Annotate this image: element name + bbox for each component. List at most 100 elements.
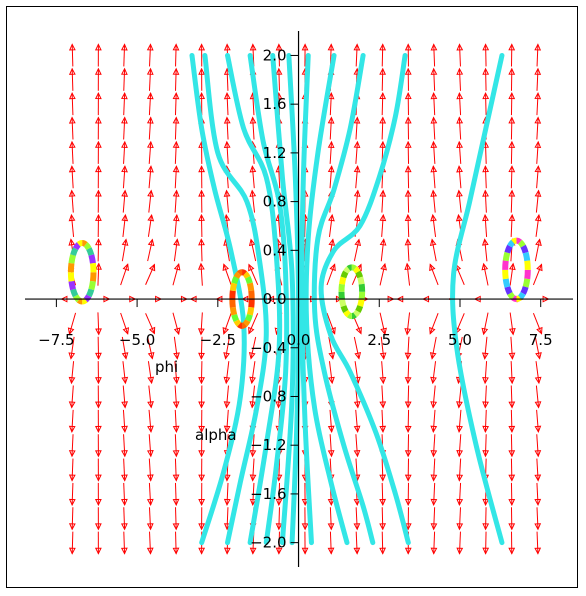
field-arrow [121,361,129,385]
field-arrow [68,43,76,67]
field-arrow [379,385,387,409]
field-arrow [147,213,155,237]
y-tick-label: 0.0 [263,290,287,308]
field-arrow [68,458,76,482]
field-arrow [172,458,180,482]
field-arrow [328,213,335,237]
field-arrow [404,458,412,482]
field-arrow [94,434,102,458]
field-arrow [146,507,154,531]
field-arrow [222,312,232,335]
periodic-orbit [338,264,366,320]
field-arrow [379,361,387,385]
field-arrow [404,238,412,262]
field-arrow [379,67,387,91]
field-arrow [94,507,102,531]
field-arrow [327,92,335,116]
trajectory-curve [225,52,283,546]
field-arrow [120,507,128,531]
field-arrow [481,336,489,360]
field-arrow [94,531,102,555]
x-tick-label: −7.5 [38,331,74,349]
y-tick-label: 1.6 [263,95,287,113]
field-arrow [94,165,102,189]
field-arrow [198,361,205,385]
field-arrow [146,434,154,458]
field-arrow [508,116,516,140]
field-arrow [121,116,128,140]
field-arrow [482,409,490,433]
field-arrow [198,213,205,237]
field-arrow [327,140,335,164]
field-arrow [121,458,128,482]
field-arrow [223,336,230,360]
field-arrow [534,140,542,164]
field-arrow [120,43,128,67]
field-arrow [223,361,231,385]
field-arrow [429,312,439,335]
field-arrow [508,336,516,360]
field-arrow [353,238,362,262]
field-arrow [404,140,412,164]
field-arrow [430,189,438,213]
field-arrow [404,336,412,360]
field-arrow [456,482,464,507]
x-tick-label: −5.0 [119,331,155,349]
field-arrow [120,67,128,91]
field-arrow [508,507,516,531]
trajectory-curve [318,52,411,546]
field-arrow [456,67,464,91]
field-arrow [145,263,156,285]
field-arrow [404,409,412,433]
field-arrow [481,238,489,262]
field-arrow [198,482,206,507]
field-arrow [508,213,516,237]
field-arrow [534,458,542,482]
field-arrow [94,409,102,433]
field-arrow [326,312,336,335]
field-arrow [430,531,438,555]
field-arrow [534,238,542,262]
field-arrow [404,43,412,67]
field-arrow [249,165,257,189]
field-arrow [430,409,438,433]
field-arrow [534,92,542,116]
field-arrow [94,458,102,482]
field-arrow [353,189,361,213]
field-arrow [94,92,102,116]
field-arrow [534,213,542,237]
field-arrow [508,312,516,336]
field-arrow [147,361,155,385]
field-arrow [301,43,309,67]
field-arrow [301,507,309,531]
field-arrow [379,43,387,67]
field-arrow [430,507,438,531]
field-arrow [223,385,231,409]
x-tick-label: 2.5 [367,331,391,349]
field-arrow [222,263,232,286]
field-arrow [121,336,129,360]
field-arrow [198,92,206,116]
field-arrow [327,409,335,433]
field-arrow [198,165,206,189]
field-arrow [147,336,155,360]
field-arrow [379,189,387,213]
field-arrow [404,189,412,213]
field-arrow [223,92,231,116]
field-arrow [198,385,206,409]
field-arrow [146,67,154,91]
field-arrow [94,116,102,140]
field-arrow [121,238,129,262]
field-arrow [532,312,543,335]
periodic-orbit [502,237,531,303]
field-arrow [146,458,154,482]
field-arrow [68,140,76,164]
field-arrow [198,507,206,531]
field-arrow [198,43,206,67]
field-arrow [508,165,516,189]
field-arrow [379,238,387,262]
field-arrow [534,189,542,213]
field-arrow [172,262,181,286]
field-arrow [146,531,154,555]
field-arrow [146,92,154,116]
